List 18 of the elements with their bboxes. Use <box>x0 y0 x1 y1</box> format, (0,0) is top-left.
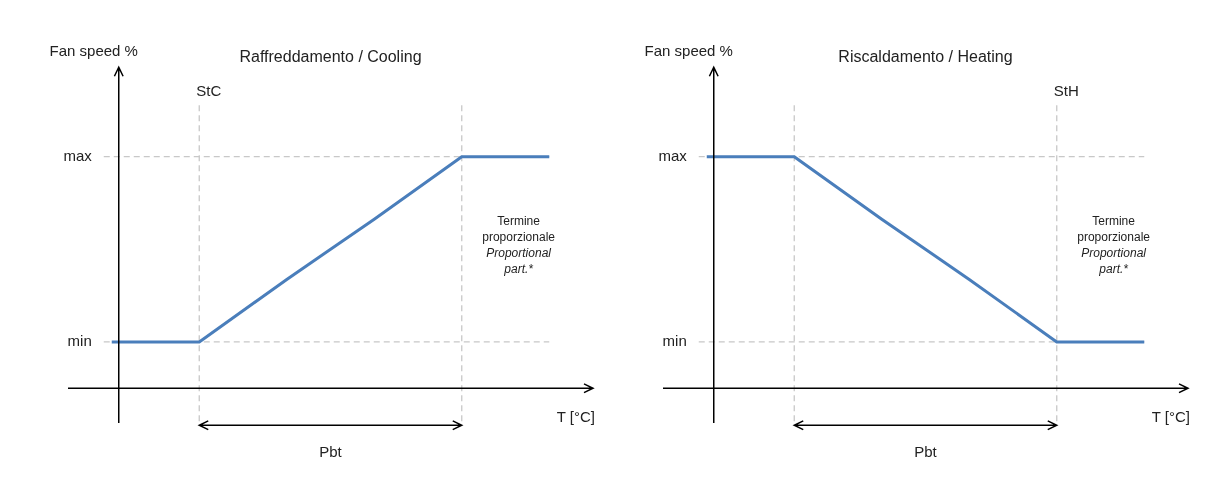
text: StH <box>1053 81 1079 99</box>
y-axis-title: Fan speed % <box>49 42 138 60</box>
text: StC <box>196 81 222 99</box>
chart-title: Riscaldamento / Heating <box>838 48 1013 66</box>
text: min <box>67 332 92 350</box>
annotation: Proportional part.* <box>486 245 552 276</box>
text: min <box>662 332 687 350</box>
text: max <box>63 146 93 164</box>
annotation: Proportional part.* <box>1081 245 1147 276</box>
text: Pbt <box>914 443 938 461</box>
annotation: Termine proporzionale <box>482 213 556 244</box>
y-axis-title: Fan speed % <box>644 42 733 60</box>
x-axis-title: T [°C] <box>1151 408 1190 426</box>
text: max <box>658 146 688 164</box>
x-axis-title: T [°C] <box>556 408 595 426</box>
chart-title: Raffreddamento / Cooling <box>239 48 422 66</box>
text: Pbt <box>319 443 343 461</box>
annotation: Termine proporzionale <box>1077 213 1151 244</box>
